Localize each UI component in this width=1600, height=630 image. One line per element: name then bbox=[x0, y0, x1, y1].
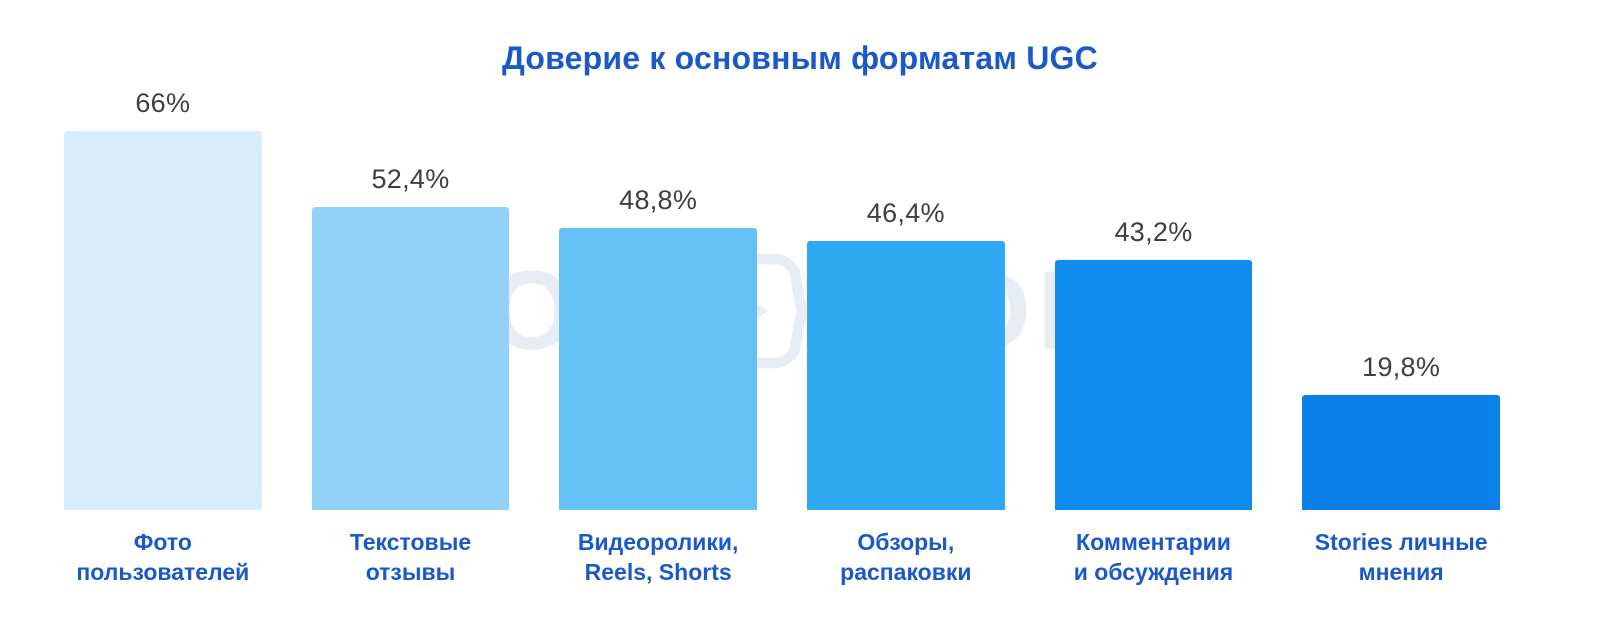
bar-value-label: 43,2% bbox=[1114, 217, 1193, 247]
bar bbox=[807, 241, 1005, 510]
bar-column: 19,8% Stories личные мнения bbox=[1302, 88, 1500, 588]
bar bbox=[1054, 260, 1253, 510]
bar bbox=[1302, 395, 1500, 510]
bar-value-label: 46,4% bbox=[866, 198, 945, 229]
bar-column: 66% Фото пользователей bbox=[64, 88, 262, 588]
bar-value-label: 19,8% bbox=[1362, 352, 1441, 383]
bar-category-label: Комментарии и обсуждения bbox=[1073, 529, 1234, 585]
bar-column: 52,4% Текстовые отзывы bbox=[311, 88, 510, 588]
bar-column: 48,8% Видеоролики, Reels, Shorts bbox=[559, 88, 757, 588]
bar-column: 46,4% Обзоры, распаковки bbox=[807, 88, 1005, 588]
bar-category-label: Видеоролики, Reels, Shorts bbox=[577, 529, 739, 585]
chart-title: Доверие к основным форматам UGC bbox=[502, 40, 1098, 76]
bar-category-label: Фото пользователей bbox=[76, 529, 250, 585]
bar bbox=[559, 227, 757, 510]
bar-chart: 66% Фото пользователей 52,4% Текстовые о… bbox=[64, 88, 1500, 588]
bar-column: 43,2% Комментарии и обсуждения bbox=[1054, 88, 1253, 588]
bar-category-label: Текстовые отзывы bbox=[349, 529, 472, 585]
bar-category-label: Stories личные мнения bbox=[1314, 529, 1488, 585]
bar bbox=[64, 131, 262, 510]
bar-value-label: 66% bbox=[135, 88, 191, 118]
bar bbox=[311, 206, 510, 510]
bar-value-label: 48,8% bbox=[619, 184, 698, 215]
bar-category-label: Обзоры, распаковки bbox=[840, 529, 972, 585]
bar-value-label: 52,4% bbox=[371, 163, 450, 194]
